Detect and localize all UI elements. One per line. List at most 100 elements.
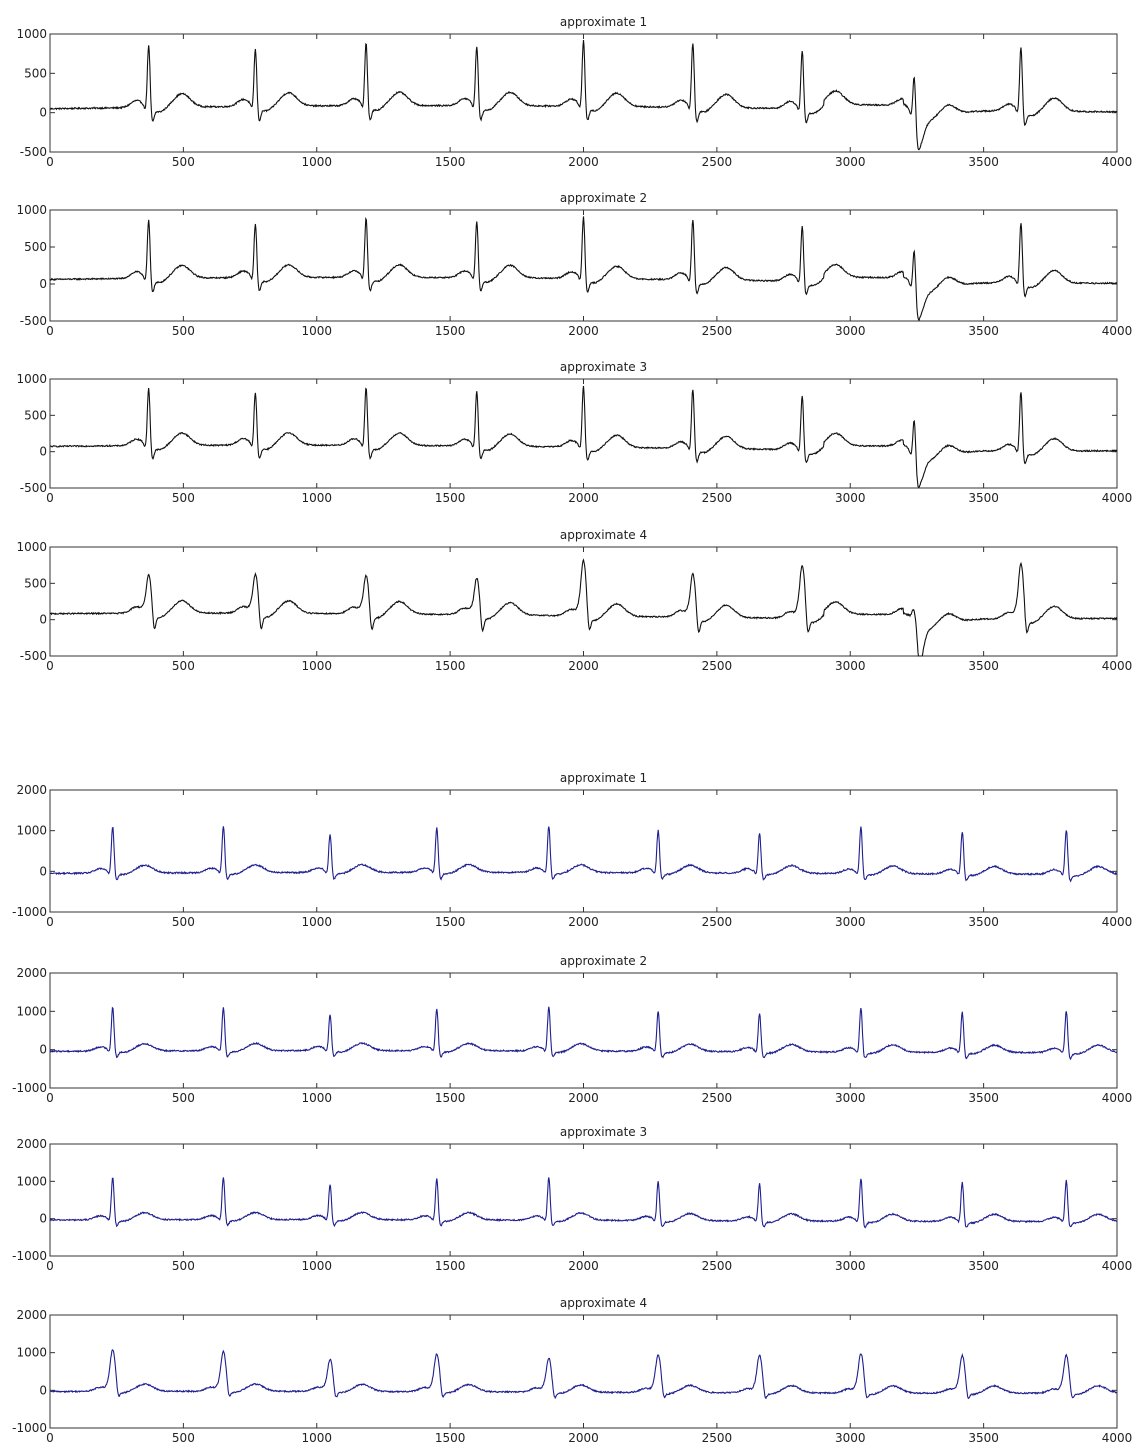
- x-tick-label: 4000: [1102, 1431, 1133, 1445]
- x-tick-label: 1000: [301, 659, 332, 673]
- ecg-series-line: [50, 385, 1118, 488]
- x-tick-label: 0: [46, 1259, 54, 1273]
- x-tick-label: 2000: [568, 324, 599, 338]
- y-tick-label: -1000: [12, 1081, 47, 1095]
- x-tick-label: 0: [46, 155, 54, 169]
- x-tick-label: 1000: [301, 491, 332, 505]
- ecg-series-line: [49, 558, 1118, 657]
- x-tick-label: 1500: [435, 915, 466, 929]
- x-tick-label: 1500: [435, 491, 466, 505]
- x-tick-label: 3500: [968, 1431, 999, 1445]
- x-tick-label: 1500: [435, 1431, 466, 1445]
- chart-title: approximate 2: [560, 954, 647, 968]
- x-tick-label: 500: [172, 659, 195, 673]
- x-tick-label: 2500: [702, 324, 733, 338]
- y-tick-label: 0: [39, 1383, 47, 1397]
- x-tick-label: 4000: [1102, 155, 1133, 169]
- x-tick-label: 500: [172, 1431, 195, 1445]
- chart-panel-1: approximate 1 0 500 1000 1500 2000 2500 3000 350…: [16, 15, 1132, 169]
- y-tick-label: -500: [20, 481, 47, 495]
- x-tick-label: 1500: [435, 659, 466, 673]
- x-tick-label: 0: [46, 1431, 54, 1445]
- x-tick-label: 500: [172, 491, 195, 505]
- plot-area-frame: [49, 378, 1118, 489]
- plot-area-frame: [49, 33, 1118, 153]
- x-tick-label: 3000: [835, 491, 866, 505]
- x-tick-label: 2500: [702, 1091, 733, 1105]
- x-tick-label: 2000: [568, 155, 599, 169]
- x-tick-label: 2500: [702, 659, 733, 673]
- x-tick-label: 3000: [835, 915, 866, 929]
- y-tick-label: -1000: [12, 1249, 47, 1263]
- ecg-series-line: [49, 1349, 1118, 1400]
- x-tick-label: 0: [46, 491, 54, 505]
- x-tick-label: 2000: [568, 659, 599, 673]
- chart-panel-6: approximate 2 0 500 1000 1500 2000 2500 3000 350…: [12, 954, 1132, 1105]
- x-tick-label: 1000: [301, 915, 332, 929]
- chart-panel-7: approximate 3 0 500 1000 1500 2000 2500 3000 350…: [12, 1125, 1132, 1273]
- x-tick-label: 2500: [702, 1259, 733, 1273]
- y-tick-label: -500: [20, 649, 47, 663]
- x-tick-label: 1000: [301, 324, 332, 338]
- plot-area-frame: [49, 972, 1118, 1089]
- y-tick-label: 1000: [16, 824, 47, 838]
- y-tick-label: 500: [24, 576, 47, 590]
- x-tick-label: 2000: [568, 1431, 599, 1445]
- plot-area-frame: [49, 789, 1118, 913]
- x-tick-label: 3500: [968, 915, 999, 929]
- chart-title: approximate 2: [560, 191, 647, 205]
- x-tick-label: 0: [46, 915, 54, 929]
- y-tick-label: 0: [39, 864, 47, 878]
- x-tick-label: 500: [172, 915, 195, 929]
- x-tick-label: 0: [46, 659, 54, 673]
- x-tick-label: 500: [172, 1091, 195, 1105]
- y-tick-label: 0: [39, 106, 47, 120]
- y-tick-label: -500: [20, 314, 47, 328]
- x-tick-label: 500: [172, 324, 195, 338]
- y-tick-label: 1000: [16, 1346, 47, 1360]
- x-tick-label: 3000: [835, 1091, 866, 1105]
- x-tick-label: 1500: [435, 1091, 466, 1105]
- plot-area-frame: [49, 209, 1118, 322]
- chart-title: approximate 1: [560, 771, 647, 785]
- x-tick-label: 500: [172, 1259, 195, 1273]
- x-tick-label: 2000: [568, 915, 599, 929]
- y-tick-label: 0: [39, 613, 47, 627]
- y-tick-label: -1000: [12, 905, 47, 919]
- chart-title: approximate 3: [560, 1125, 647, 1139]
- plot-area-frame: [49, 546, 1118, 657]
- chart-title: approximate 3: [560, 360, 647, 374]
- chart-title: approximate 4: [560, 1296, 647, 1310]
- chart-panel-4: approximate 4 0 500 1000 1500 2000 2500 3000 350…: [16, 528, 1132, 673]
- x-tick-label: 1000: [301, 1431, 332, 1445]
- y-tick-label: 500: [24, 408, 47, 422]
- x-tick-label: 2000: [568, 491, 599, 505]
- x-tick-label: 1000: [301, 1259, 332, 1273]
- y-tick-label: 2000: [16, 1308, 47, 1322]
- y-tick-label: 1000: [16, 372, 47, 386]
- x-tick-label: 2500: [702, 155, 733, 169]
- x-tick-label: 1500: [435, 324, 466, 338]
- x-tick-label: 0: [46, 324, 54, 338]
- ecg-series-line: [49, 1006, 1118, 1061]
- chart-panel-2: approximate 2 0 500 1000 1500 2000 2500 3000 350…: [16, 191, 1132, 338]
- y-tick-label: 0: [39, 445, 47, 459]
- chart-panel-3: approximate 3 0 500 1000 1500 2000 2500 3000 350…: [16, 360, 1132, 505]
- x-tick-label: 3000: [835, 1259, 866, 1273]
- y-tick-label: 0: [39, 277, 47, 291]
- x-tick-label: 2000: [568, 1091, 599, 1105]
- ecg-series-line: [49, 216, 1118, 322]
- x-tick-label: 1500: [435, 1259, 466, 1273]
- x-tick-label: 4000: [1102, 1091, 1133, 1105]
- x-tick-label: 4000: [1102, 659, 1133, 673]
- y-tick-label: 1000: [16, 540, 47, 554]
- x-tick-label: 4000: [1102, 491, 1133, 505]
- x-tick-label: 3500: [968, 1259, 999, 1273]
- x-tick-label: 1000: [301, 1091, 332, 1105]
- y-tick-label: 1000: [16, 203, 47, 217]
- x-tick-label: 2500: [702, 491, 733, 505]
- x-tick-label: 2500: [702, 915, 733, 929]
- y-tick-label: -1000: [12, 1421, 47, 1435]
- x-tick-label: 3000: [835, 659, 866, 673]
- x-tick-label: 3500: [968, 1091, 999, 1105]
